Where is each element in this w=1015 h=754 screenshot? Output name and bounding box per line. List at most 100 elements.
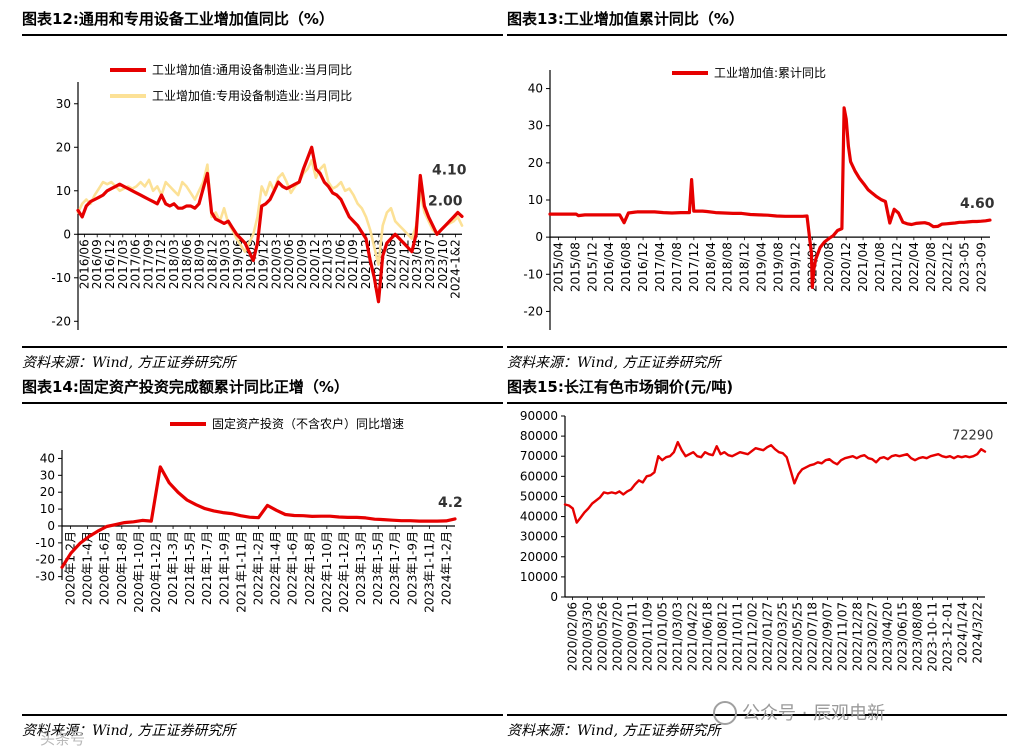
c13-x-tick-5: 2016/12 <box>636 242 650 292</box>
c12-legend-label-1: 工业增加值:专用设备制造业:当月同比 <box>152 88 352 103</box>
c12-x-tick-25: 2022/12 <box>397 239 411 289</box>
c13-x-tick-3: 2016/04 <box>602 242 616 292</box>
c14-x-tick-8: 2021年1-7月 <box>200 531 214 605</box>
c13-x-tick-16: 2020/08 <box>822 242 836 292</box>
c15-x-tick-17: 2022/09/07 <box>821 602 835 671</box>
c15-annotation-0: 72290 <box>952 429 993 444</box>
c15-y-tick-4: 40000 <box>520 510 558 524</box>
c14-x-tick-3: 2020年1-8月 <box>115 531 129 605</box>
c12-y-tick-2: 0 <box>63 227 71 241</box>
c15-series-line-0 <box>563 440 987 524</box>
c14-x-tick-20: 2023年1-9月 <box>405 531 419 605</box>
chart14-title: 图表14:固定资产投资完成额累计同比正增（%） <box>22 378 349 396</box>
c12-x-tick-14: 2019/12 <box>257 239 271 289</box>
chart14-bottom-rule <box>22 714 503 716</box>
c15-x-tick-16: 2022/07/18 <box>806 602 820 671</box>
c12-series-line-0 <box>76 145 464 304</box>
c15-x-tick-26: 2024/1/24 <box>956 602 970 664</box>
c12-x-tick-24: 2022/08 <box>385 239 399 289</box>
c12-y-tick-5: 30 <box>56 97 71 111</box>
chart12-bottom-rule <box>22 346 503 348</box>
c12-x-tick-1: 2016/09 <box>90 239 104 289</box>
chart12-title: 图表12:通用和专用设备工业增加值同比（%） <box>22 10 334 28</box>
c15-x-tick-7: 2021/03/03 <box>671 602 685 671</box>
c15-x-tick-9: 2021/06/18 <box>701 602 715 671</box>
c13-x-tick-19: 2021/08 <box>873 242 887 292</box>
c14-x-tick-19: 2023年1-7月 <box>388 531 402 605</box>
c12-x-tick-26: 2023/04 <box>410 239 424 289</box>
chart13-title: 图表13:工业增加值累计同比（%） <box>507 10 744 28</box>
c13-x-tick-17: 2020/12 <box>839 242 853 292</box>
c13-x-tick-18: 2021/04 <box>856 242 870 292</box>
c15-x-tick-22: 2023/06/15 <box>896 602 910 671</box>
c13-y-tick-6: 40 <box>528 82 543 96</box>
wechat-logo-icon <box>713 701 737 725</box>
chart13-top-rule <box>507 34 1007 36</box>
c13-x-tick-2: 2015/12 <box>585 242 599 292</box>
c13-x-tick-24: 2023-05 <box>958 242 972 292</box>
c15-x-tick-3: 2020/07/20 <box>611 602 625 671</box>
c12-x-tick-29: 2024-1&2 <box>449 239 463 299</box>
c12-annotation-1: 2.00 <box>428 194 463 210</box>
c13-x-tick-11: 2018/12 <box>738 242 752 292</box>
c14-x-tick-6: 2021年1-3月 <box>166 531 180 605</box>
c14-x-tick-12: 2022年1-4月 <box>269 531 283 605</box>
c13-annotation-0: 4.60 <box>960 196 995 212</box>
c14-x-tick-18: 2023年1-5月 <box>371 531 385 605</box>
c14-x-tick-5: 2020年1-12月 <box>149 531 163 613</box>
c15-x-tick-24: 2023-10-11 <box>926 602 940 672</box>
c14-y-tick-2: -10 <box>35 536 55 550</box>
chart15-bottom-rule <box>507 714 1007 716</box>
c13-y-tick-5: 30 <box>528 119 543 133</box>
c12-series-line-1 <box>76 159 464 267</box>
c13-x-tick-6: 2017/04 <box>653 242 667 292</box>
chart14-top-rule <box>22 402 503 404</box>
c13-x-tick-21: 2022/04 <box>907 242 921 292</box>
c15-x-tick-1: 2020/03/30 <box>581 602 595 671</box>
c12-x-tick-15: 2020/03 <box>269 239 283 289</box>
c15-x-tick-11: 2021/10/11 <box>731 602 745 671</box>
c13-y-tick-4: 20 <box>528 156 543 170</box>
c13-y-tick-0: -20 <box>523 304 543 318</box>
watermark-text: 公众号 · 辰观电新 <box>742 703 886 724</box>
c13-x-tick-10: 2018/08 <box>721 242 735 292</box>
c15-x-tick-25: 2023-12-01 <box>941 602 955 672</box>
c14-x-tick-11: 2022年1-2月 <box>252 531 266 605</box>
c12-y-tick-3: 10 <box>56 184 71 198</box>
c12-x-tick-16: 2020/06 <box>282 239 296 289</box>
c12-x-tick-19: 2021/03 <box>321 239 335 289</box>
c14-x-tick-2: 2020年1-6月 <box>98 531 112 605</box>
c13-legend-label-0: 工业增加值:累计同比 <box>714 65 826 80</box>
c15-x-tick-6: 2021/01/05 <box>656 602 670 671</box>
c15-x-tick-5: 2020/11/09 <box>641 602 655 671</box>
c15-x-tick-12: 2021/12/02 <box>746 602 760 671</box>
c13-x-tick-9: 2018/04 <box>704 242 718 292</box>
c14-legend-label-0: 固定资产投资（不含农户）同比增速 <box>212 416 404 431</box>
c12-y-tick-4: 20 <box>56 140 71 154</box>
c15-y-tick-7: 70000 <box>520 449 558 463</box>
c15-y-tick-8: 80000 <box>520 429 558 443</box>
c14-y-tick-3: 0 <box>47 519 55 533</box>
c13-x-tick-8: 2017/12 <box>687 242 701 292</box>
c12-x-tick-18: 2020/12 <box>308 239 322 289</box>
c15-x-tick-13: 2022/01/27 <box>761 602 775 671</box>
c15-y-tick-6: 60000 <box>520 469 558 483</box>
c14-y-tick-5: 20 <box>40 485 55 499</box>
c14-y-tick-7: 40 <box>40 451 55 465</box>
c13-x-tick-7: 2017/08 <box>670 242 684 292</box>
c13-x-tick-1: 2015/08 <box>568 242 582 292</box>
c14-x-tick-13: 2022年1-6月 <box>286 531 300 605</box>
c13-x-tick-13: 2019/08 <box>771 242 785 292</box>
c12-x-tick-21: 2021/09 <box>346 239 360 289</box>
c15-x-tick-23: 2023/08/08 <box>911 602 925 671</box>
c14-x-tick-7: 2021年1-5月 <box>183 531 197 605</box>
c13-series-line-0 <box>548 106 992 289</box>
c12-y-tick-1: -10 <box>51 271 71 285</box>
c14-y-tick-1: -20 <box>35 553 55 567</box>
c14-x-tick-16: 2022年1-12月 <box>337 531 351 613</box>
c12-x-tick-0: 2016/06 <box>77 239 91 289</box>
c12-x-tick-3: 2017/03 <box>116 239 130 289</box>
c13-y-tick-2: 0 <box>535 230 543 244</box>
c12-x-tick-6: 2017/12 <box>154 239 168 289</box>
c14-x-tick-9: 2021年1-9月 <box>217 531 231 605</box>
